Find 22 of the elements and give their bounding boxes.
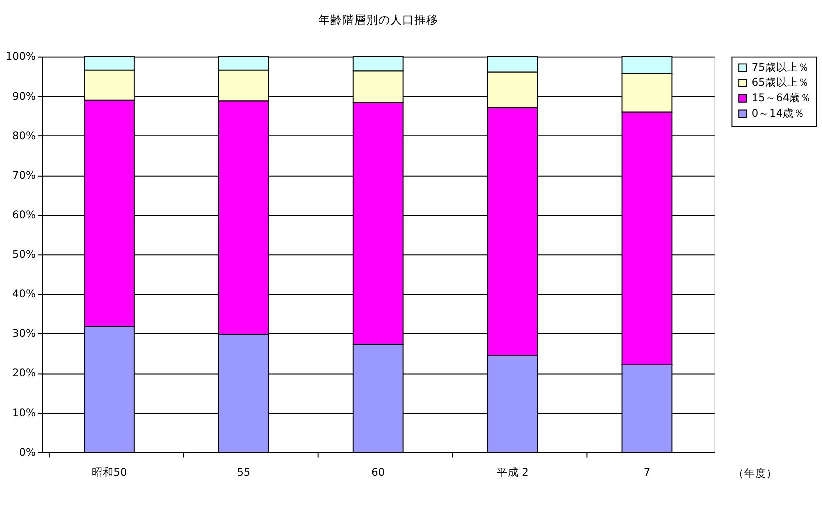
chart-title: 年齢階層別の人口推移 bbox=[318, 13, 438, 28]
legend-label: 15～64歳％ bbox=[752, 92, 812, 104]
x-tick-label: 7 bbox=[644, 467, 651, 480]
y-tick-label: 60% bbox=[12, 209, 36, 222]
y-tick-label: 40% bbox=[12, 288, 36, 301]
x-tick-label: 60 bbox=[372, 467, 386, 480]
y-tick-label: 20% bbox=[12, 368, 36, 380]
y-tick-label: 10% bbox=[12, 407, 36, 420]
y-tick-label: 100% bbox=[6, 51, 36, 64]
legend-label: 65歳以上％ bbox=[752, 76, 810, 90]
y-tick-label: 80% bbox=[12, 130, 36, 142]
x-tick-label: 昭和50 bbox=[92, 466, 128, 480]
x-tick-label: 平成 2 bbox=[496, 466, 529, 480]
y-tick-label: 90% bbox=[12, 90, 36, 103]
y-tick-label: 0% bbox=[19, 446, 36, 459]
y-tick-label: 70% bbox=[12, 170, 36, 182]
y-tick-label: 50% bbox=[12, 249, 36, 262]
legend-label: 0～14歳％ bbox=[752, 106, 806, 120]
x-axis-title: （年度） bbox=[733, 466, 778, 480]
x-tick-label: 55 bbox=[237, 467, 251, 480]
y-tick-label: 30% bbox=[12, 328, 36, 340]
legend-label: 75歳以上％ bbox=[752, 60, 810, 74]
